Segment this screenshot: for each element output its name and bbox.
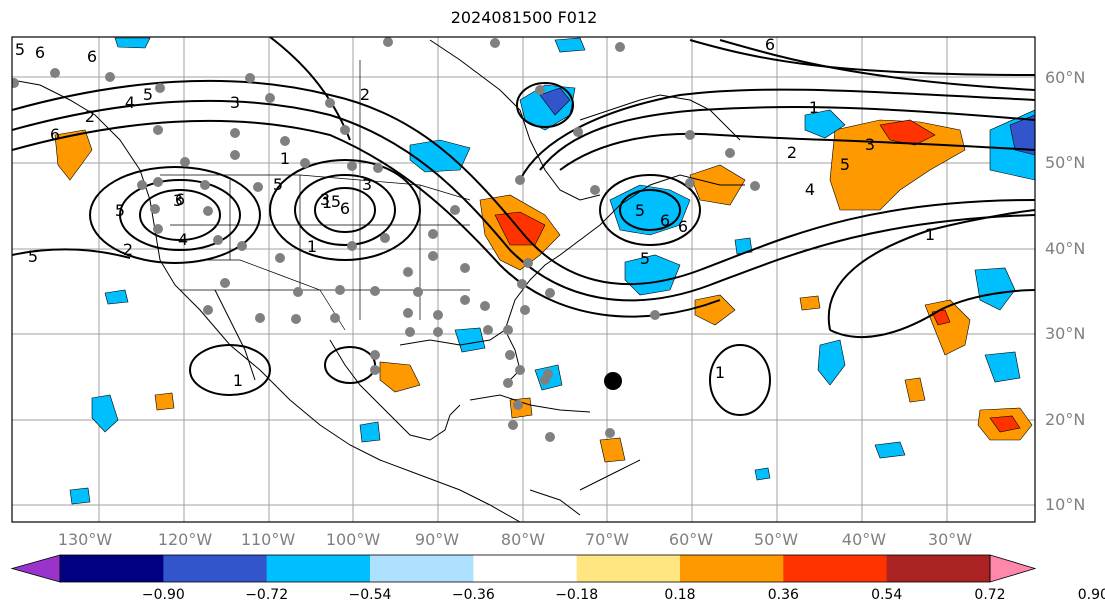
colorbar-segment [886, 555, 991, 582]
contour-label: 4 [125, 93, 135, 112]
colorbar-tick-label: 0.90 [1077, 587, 1105, 603]
colorbar-segment [370, 555, 474, 582]
contour-label: 1 [715, 363, 725, 382]
contour-label: 5 [840, 155, 850, 174]
contour-label: 4 [178, 230, 188, 249]
lon-label: 90°W [414, 530, 460, 549]
contour-label: 1 [809, 98, 819, 117]
contour-label: 6 [50, 125, 60, 144]
contour-label: 1 [280, 149, 290, 168]
lon-label: 80°W [500, 530, 546, 549]
colorbar [10, 554, 1037, 583]
lon-label: 100°W [325, 530, 381, 549]
contour-label: 3 [230, 93, 240, 112]
colorbar-segment [473, 555, 578, 582]
height-contours [12, 37, 1035, 416]
colorbar-tick-label: 0.54 [871, 587, 903, 603]
contour-label: 5 [115, 201, 125, 220]
colorbar-tick-label: 0.72 [974, 587, 1006, 603]
colorbar-tick-label: 0.18 [664, 587, 696, 603]
contour-label: 5 [15, 40, 25, 59]
colorbar-frame [59, 554, 991, 583]
contour-label: 1 [322, 193, 332, 212]
contour-label: 6 [175, 190, 185, 209]
contour-label: 6 [678, 217, 688, 236]
colorbar-extend-high [989, 554, 1037, 583]
contour-label: 2 [123, 240, 133, 259]
contour-label: 5 [28, 247, 38, 266]
colorbar-segment [576, 555, 681, 582]
contour-label: 3 [865, 135, 875, 154]
colorbar-segment [680, 555, 784, 582]
contour-label: 4 [805, 180, 815, 199]
contour-label: 1 [925, 225, 935, 244]
lon-label: 50°W [753, 530, 799, 549]
colorbar-segment [60, 555, 164, 582]
colorbar-segments [10, 554, 1037, 583]
lon-label: 110°W [240, 530, 296, 549]
map-frame [11, 36, 1036, 523]
anomaly-shading [54, 37, 1035, 505]
contour-label: 3 [320, 190, 330, 209]
contour-label: 1 [233, 371, 243, 390]
colorbar-tick-label: −0.54 [348, 587, 392, 603]
contour-label: 6 [340, 199, 350, 218]
colorbar-segment [163, 555, 268, 582]
contour-label: 2 [85, 107, 95, 126]
lon-label: 40°W [841, 530, 887, 549]
lat-label: 30°N [1045, 324, 1086, 343]
contour-label: 6 [87, 47, 97, 66]
contour-label: 3 [173, 191, 183, 210]
contour-label: 1 [307, 237, 317, 256]
lon-label: 30°W [927, 530, 973, 549]
contour-label: 2 [360, 85, 370, 104]
contour-label: 6 [35, 43, 45, 62]
lat-label: 40°N [1045, 239, 1086, 258]
contour-label: 5 [143, 85, 153, 104]
lat-label: 50°N [1045, 153, 1086, 172]
colorbar-tick-label: −0.72 [245, 587, 289, 603]
lat-label: 20°N [1045, 410, 1086, 429]
map-title: 2024081500 F012 [450, 8, 598, 27]
contour-label: 5 [635, 201, 645, 220]
contour-label: 3 [362, 175, 372, 194]
colorbar-tick-label: −0.18 [555, 587, 599, 603]
contour-label: 6 [765, 35, 775, 54]
contour-label: 5 [640, 249, 650, 268]
contour-label: 6 [660, 211, 670, 230]
lon-label: 120°W [157, 530, 213, 549]
contour-label: 5 [331, 192, 341, 211]
colorbar-segment [783, 555, 888, 582]
colorbar-segment [266, 555, 371, 582]
storm-center-marker [604, 372, 622, 390]
station-dots [12, 37, 760, 442]
lon-label: 60°W [668, 530, 714, 549]
colorbar-extend-low [10, 554, 61, 583]
colorbar-tick-label: −0.90 [141, 587, 185, 603]
lon-label: 70°W [584, 530, 630, 549]
contour-label: 2 [787, 143, 797, 162]
lat-label: 60°N [1045, 68, 1086, 87]
contour-label: 5 [273, 175, 283, 194]
lat-label: 10°N [1045, 495, 1086, 514]
colorbar-tick-label: 0.36 [767, 587, 799, 603]
lon-label: 130°W [57, 530, 113, 549]
colorbar-tick-label: −0.36 [451, 587, 495, 603]
